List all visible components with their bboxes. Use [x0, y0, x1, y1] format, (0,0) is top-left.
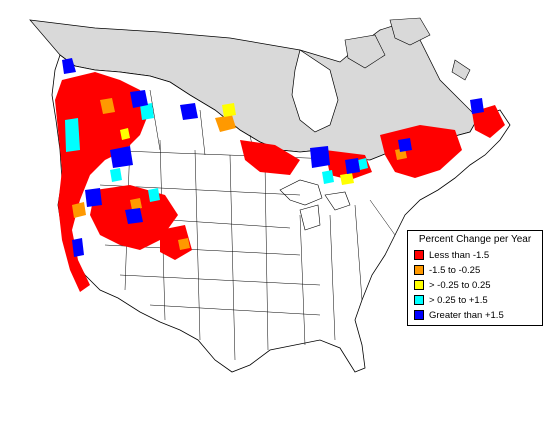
- legend-swatch-cyan: [414, 295, 424, 305]
- legend-item: Less than -1.5: [414, 249, 489, 261]
- hudson-bay: [291, 49, 339, 133]
- legend: Percent Change per Year Less than -1.5 -…: [407, 230, 543, 326]
- legend-item: -1.5 to -0.25: [414, 264, 480, 276]
- great-lakes: [324, 191, 351, 211]
- arctic-island: [344, 34, 386, 69]
- legend-label: > 0.25 to +1.5: [429, 294, 488, 306]
- legend-swatch-orange: [414, 265, 424, 275]
- legend-swatch-blue: [414, 310, 424, 320]
- data-patches-yellow: [120, 103, 354, 185]
- legend-title: Percent Change per Year: [418, 234, 532, 245]
- legend-label: -1.5 to -0.25: [429, 264, 481, 276]
- arctic-island: [451, 59, 471, 81]
- legend-item: Greater than +1.5: [414, 309, 504, 321]
- data-patches-orange: [72, 98, 407, 250]
- legend-swatch-yellow: [414, 280, 424, 290]
- legend-item: > 0.25 to +1.5: [414, 294, 488, 306]
- data-patches-blue: [62, 58, 484, 257]
- legend-label: Less than -1.5: [429, 249, 490, 261]
- data-patches-cyan: [65, 103, 368, 202]
- legend-swatch-red: [414, 250, 424, 260]
- legend-item: > -0.25 to 0.25: [414, 279, 491, 291]
- great-lakes: [279, 179, 323, 206]
- legend-label: Greater than +1.5: [429, 309, 504, 321]
- arctic-island: [389, 17, 431, 46]
- great-lakes: [299, 204, 321, 231]
- legend-label: > -0.25 to 0.25: [429, 279, 491, 291]
